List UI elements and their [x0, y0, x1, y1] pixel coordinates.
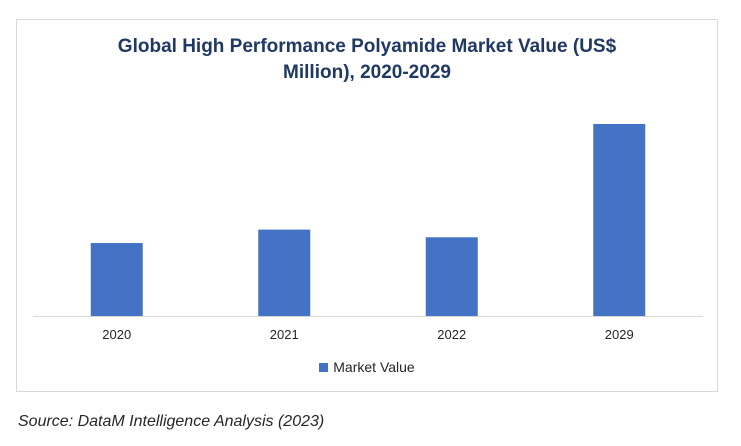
bar-2029 — [593, 124, 646, 316]
source-note: Source: DataM Intelligence Analysis (202… — [18, 413, 325, 430]
x-tick-labels: 2020 2021 2022 2029 — [102, 327, 633, 342]
bar-2021 — [258, 229, 311, 316]
x-tick-label-2021: 2021 — [270, 327, 299, 342]
x-tick-label-2020: 2020 — [102, 327, 131, 342]
legend-swatch — [319, 363, 329, 372]
bar-2020 — [90, 243, 143, 316]
chart-frame: Global High Performance Polyamide Market… — [16, 19, 718, 392]
chart-title-line-2: Million), 2020-2029 — [283, 62, 451, 83]
x-tick-label-2022: 2022 — [437, 327, 466, 342]
bar-2022 — [425, 237, 478, 316]
chart-title: Global High Performance Polyamide Market… — [17, 34, 717, 86]
bar-group — [90, 124, 646, 316]
chart-title-line-1: Global High Performance Polyamide Market… — [117, 36, 617, 57]
x-tick-label-2029: 2029 — [605, 327, 634, 342]
plot-area: 2020 2021 2022 2029 — [33, 124, 703, 342]
legend-label: Market Value — [333, 359, 415, 375]
legend: Market Value — [17, 359, 717, 375]
